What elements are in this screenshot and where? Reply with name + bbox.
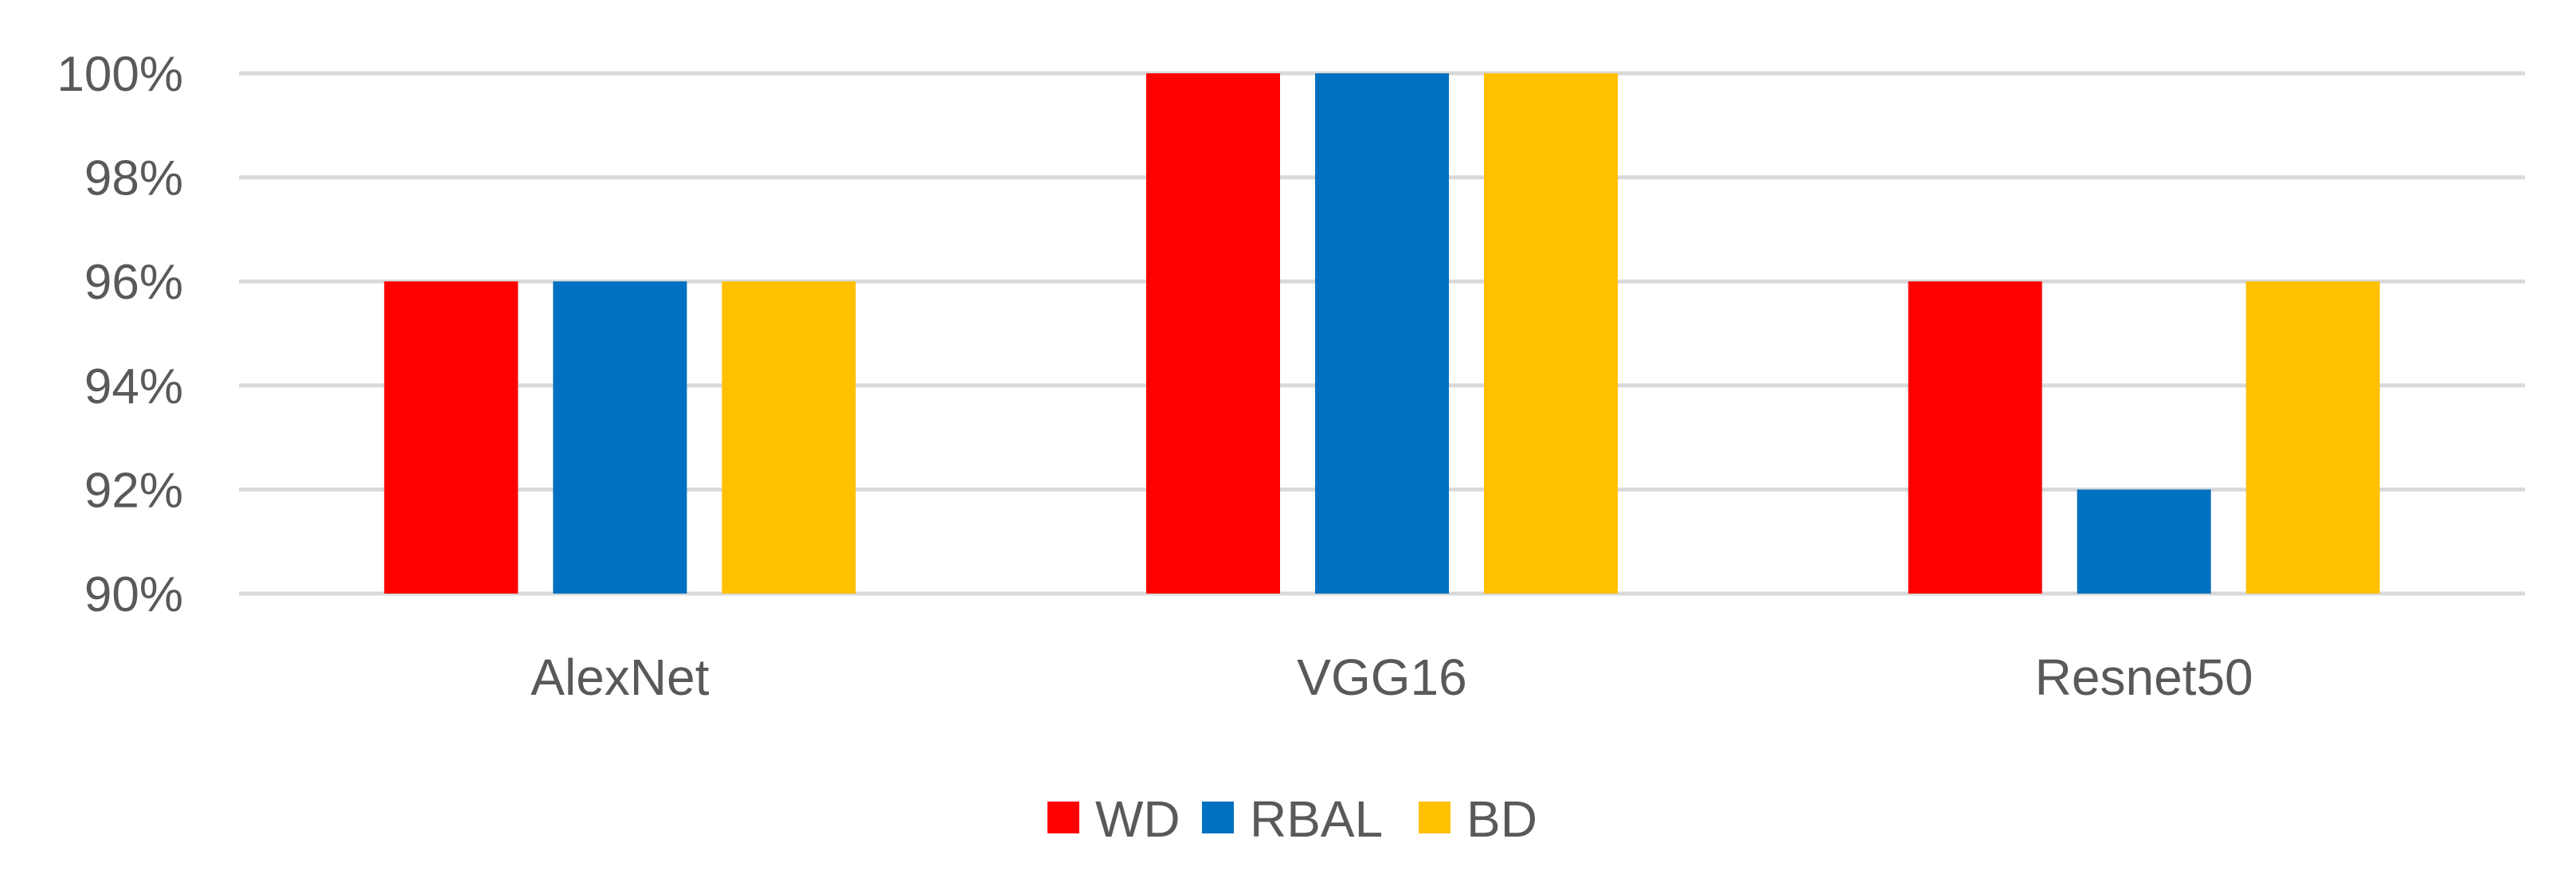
- x-category-label: VGG16: [1297, 649, 1466, 706]
- legend-label-wd: WD: [1095, 790, 1180, 848]
- y-tick-label: 94%: [84, 359, 183, 414]
- x-category-label: Resnet50: [2035, 649, 2253, 706]
- legend-label-bd: BD: [1466, 790, 1537, 848]
- y-tick-label: 90%: [84, 567, 183, 622]
- legend-swatch-rbal: [1202, 802, 1234, 833]
- y-axis-tick-labels: 90% 92% 94% 96% 98% 100%: [57, 47, 183, 622]
- x-category-label: AlexNet: [530, 649, 709, 706]
- bar-bd-resnet50: [2245, 281, 2380, 594]
- legend-swatch-wd: [1047, 802, 1079, 833]
- bar-rbal-resnet50: [2077, 489, 2211, 594]
- x-axis-category-labels: AlexNet VGG16 Resnet50: [530, 649, 2253, 706]
- bar-wd-vgg16: [1146, 73, 1280, 594]
- legend: WD RBAL BD: [1047, 790, 1537, 848]
- legend-swatch-bd: [1419, 802, 1450, 833]
- y-tick-label: 92%: [84, 463, 183, 518]
- y-tick-label: 98%: [84, 151, 183, 206]
- y-tick-label: 100%: [57, 47, 183, 102]
- bar-bd-vgg16: [1484, 73, 1618, 594]
- bar-bd-alexnet: [722, 281, 856, 594]
- bar-rbal-vgg16: [1315, 73, 1449, 594]
- bar-wd-alexnet: [384, 281, 519, 594]
- bar-rbal-alexnet: [553, 281, 687, 594]
- bars: [384, 73, 2380, 594]
- y-tick-label: 96%: [84, 255, 183, 310]
- bar-wd-resnet50: [1908, 281, 2042, 594]
- legend-label-rbal: RBAL: [1250, 790, 1383, 848]
